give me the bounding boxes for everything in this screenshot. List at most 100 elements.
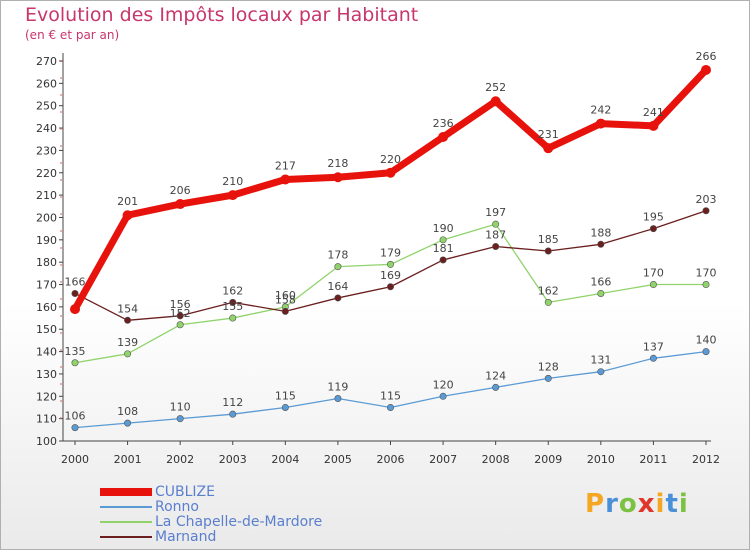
x-tick-label: 2009 — [534, 453, 562, 466]
data-label: 110 — [170, 401, 191, 414]
series-point-1 — [176, 415, 184, 423]
series-point-1 — [281, 403, 289, 411]
logo-letter: t — [665, 489, 679, 519]
proxiti-logo: Proxiti — [585, 489, 689, 519]
logo-letter: i — [678, 489, 689, 519]
series-point-0 — [595, 118, 606, 129]
series-point-2 — [334, 263, 342, 271]
series-point-3 — [386, 283, 394, 291]
legend-label: Ronno — [155, 499, 199, 515]
data-label: 241 — [643, 106, 664, 119]
x-tick-label: 2007 — [429, 453, 457, 466]
series-point-0 — [122, 210, 133, 221]
y-tick-label: 220 — [36, 167, 57, 180]
legend-item: CUBLIZE — [100, 484, 400, 500]
series-point-1 — [334, 395, 342, 403]
data-label: 218 — [327, 157, 348, 170]
y-tick-label: 260 — [36, 77, 57, 90]
series-point-2 — [702, 281, 710, 289]
series-point-1 — [597, 368, 605, 376]
data-label: 139 — [117, 336, 138, 349]
data-label: 164 — [327, 280, 348, 293]
series-point-2 — [439, 236, 447, 244]
chart-subtitle: (en € et par an) — [25, 28, 120, 42]
x-tick-label: 2005 — [324, 453, 352, 466]
data-label: 178 — [327, 249, 348, 262]
legend-item: Ronno — [100, 499, 400, 515]
series-point-1 — [492, 383, 500, 391]
data-label: 231 — [538, 128, 559, 141]
data-label: 112 — [222, 396, 243, 409]
legend-label: CUBLIZE — [155, 484, 215, 500]
data-label: 115 — [275, 389, 296, 402]
logo-letter: x — [637, 489, 656, 519]
series-point-2 — [649, 281, 657, 289]
y-tick-label: 170 — [36, 279, 57, 292]
data-label: 154 — [117, 302, 138, 315]
data-label: 152 — [170, 307, 191, 320]
series-point-0 — [70, 304, 80, 315]
series-point-2 — [71, 359, 79, 367]
y-tick-label: 130 — [36, 368, 57, 381]
y-tick-label: 200 — [36, 211, 57, 224]
legend-swatch — [100, 521, 152, 523]
y-tick-label: 270 — [36, 55, 57, 68]
data-label: 128 — [538, 360, 559, 373]
data-label: 179 — [380, 246, 401, 259]
series-point-3 — [544, 247, 552, 255]
data-label: 162 — [222, 284, 243, 297]
series-point-0 — [648, 120, 659, 131]
series-point-0 — [227, 190, 238, 201]
logo-letter: r — [605, 489, 619, 519]
series-point-3 — [124, 316, 132, 324]
series-point-2 — [597, 289, 605, 297]
y-tick-label: 190 — [36, 234, 57, 247]
y-tick-label: 180 — [36, 256, 57, 269]
series-point-0 — [175, 199, 186, 210]
data-label: 158 — [275, 293, 296, 306]
series-point-2 — [176, 321, 184, 329]
data-label: 220 — [380, 153, 401, 166]
data-label: 203 — [696, 193, 717, 206]
data-label: 195 — [643, 211, 664, 224]
series-point-0 — [438, 132, 449, 142]
data-label: 119 — [327, 381, 348, 394]
series-point-0 — [701, 64, 711, 75]
data-label: 162 — [538, 284, 559, 297]
chart-title: Evolution des Impôts locaux par Habitant — [25, 4, 419, 26]
series-point-3 — [702, 207, 710, 215]
data-label: 166 — [65, 275, 86, 288]
y-tick-label: 100 — [36, 435, 57, 448]
series-point-0 — [385, 167, 396, 178]
data-label: 169 — [380, 269, 401, 282]
x-tick-label: 2010 — [587, 453, 615, 466]
x-tick-label: 2008 — [482, 453, 510, 466]
series-point-3 — [649, 225, 657, 233]
y-tick-label: 240 — [36, 122, 57, 135]
y-tick-label: 210 — [36, 189, 57, 202]
series-point-3 — [281, 307, 289, 315]
series-point-1 — [439, 392, 447, 400]
series-point-3 — [492, 243, 500, 251]
data-label: 115 — [380, 389, 401, 402]
series-point-2 — [544, 298, 552, 306]
legend-swatch — [100, 506, 152, 508]
data-label: 120 — [433, 378, 454, 391]
data-label: 156 — [170, 298, 191, 311]
y-tick-label: 160 — [36, 301, 57, 314]
y-tick-label: 120 — [36, 390, 57, 403]
data-label: 137 — [643, 340, 664, 353]
data-label: 210 — [222, 175, 243, 188]
legend-label: La Chapelle-de-Mardore — [155, 514, 323, 530]
series-point-0 — [332, 172, 343, 183]
logo-letter: i — [655, 489, 666, 519]
data-label: 201 — [117, 195, 138, 208]
logo-letter: o — [618, 489, 638, 519]
data-label: 106 — [65, 410, 86, 423]
x-tick-label: 2006 — [377, 453, 405, 466]
series-point-3 — [176, 312, 184, 320]
series-point-1 — [544, 374, 552, 382]
series-point-2 — [229, 314, 237, 322]
series-point-2 — [124, 350, 132, 358]
